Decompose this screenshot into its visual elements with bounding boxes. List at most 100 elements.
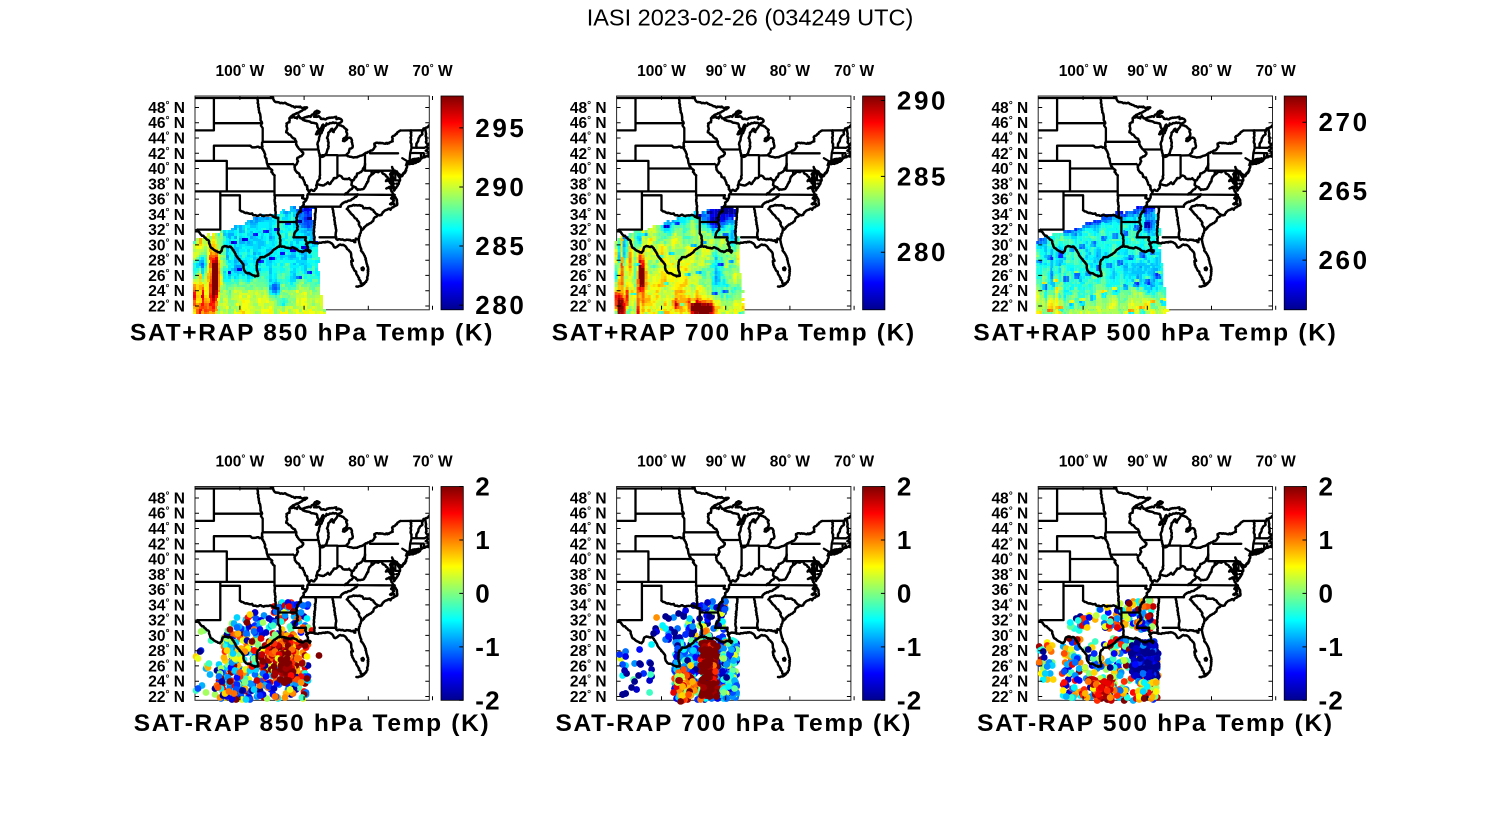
svg-text:90° W: 90° W <box>706 454 747 471</box>
svg-text:SAT-RAP 500 hPa Temp (K): SAT-RAP 500 hPa Temp (K) <box>977 710 1334 737</box>
svg-text:42° N: 42° N <box>991 146 1028 163</box>
svg-text:22° N: 22° N <box>991 689 1028 706</box>
svg-text:0: 0 <box>475 578 492 608</box>
svg-text:36° N: 36° N <box>148 192 185 209</box>
svg-text:38° N: 38° N <box>991 176 1028 193</box>
svg-text:80° W: 80° W <box>1191 63 1232 80</box>
svg-text:32° N: 32° N <box>991 613 1028 630</box>
svg-text:48° N: 48° N <box>991 100 1028 117</box>
svg-text:34° N: 34° N <box>991 207 1028 224</box>
svg-text:1: 1 <box>475 525 492 555</box>
svg-text:70° W: 70° W <box>834 454 875 471</box>
svg-text:24° N: 24° N <box>570 283 607 300</box>
svg-text:2: 2 <box>475 472 492 502</box>
svg-text:295: 295 <box>475 113 526 143</box>
svg-text:32° N: 32° N <box>148 613 185 630</box>
svg-text:40° N: 40° N <box>148 161 185 178</box>
svg-text:30° N: 30° N <box>570 628 607 645</box>
svg-text:290: 290 <box>475 172 526 202</box>
svg-text:30° N: 30° N <box>570 237 607 254</box>
svg-text:-2: -2 <box>475 685 501 715</box>
svg-text:100° W: 100° W <box>637 63 686 80</box>
svg-text:34° N: 34° N <box>148 207 185 224</box>
svg-text:90° W: 90° W <box>706 63 747 80</box>
svg-text:48° N: 48° N <box>991 491 1028 508</box>
svg-text:SAT-RAP 850 hPa Temp (K): SAT-RAP 850 hPa Temp (K) <box>134 710 491 737</box>
svg-text:42° N: 42° N <box>991 536 1028 553</box>
svg-text:70° W: 70° W <box>1256 454 1297 471</box>
svg-text:46° N: 46° N <box>148 506 185 523</box>
svg-text:90° W: 90° W <box>284 63 325 80</box>
svg-text:40° N: 40° N <box>570 552 607 569</box>
svg-text:SAT+RAP 500 hPa Temp (K): SAT+RAP 500 hPa Temp (K) <box>973 319 1337 346</box>
svg-text:-2: -2 <box>1319 685 1345 715</box>
svg-text:48° N: 48° N <box>570 491 607 508</box>
svg-text:26° N: 26° N <box>570 658 607 675</box>
svg-text:280: 280 <box>475 290 526 320</box>
svg-text:-1: -1 <box>475 632 501 662</box>
svg-text:36° N: 36° N <box>991 192 1028 209</box>
svg-text:0: 0 <box>1319 578 1336 608</box>
svg-text:-1: -1 <box>1319 632 1345 662</box>
svg-text:46° N: 46° N <box>991 506 1028 523</box>
svg-text:IASI 2023-02-26 (034249 UTC): IASI 2023-02-26 (034249 UTC) <box>587 5 914 31</box>
svg-text:24° N: 24° N <box>148 283 185 300</box>
svg-text:70° W: 70° W <box>1256 63 1297 80</box>
svg-text:26° N: 26° N <box>991 268 1028 285</box>
svg-text:28° N: 28° N <box>148 253 185 270</box>
svg-text:1: 1 <box>897 525 914 555</box>
svg-text:38° N: 38° N <box>570 567 607 584</box>
svg-text:28° N: 28° N <box>991 643 1028 660</box>
svg-text:32° N: 32° N <box>148 222 185 239</box>
svg-text:SAT+RAP 850 hPa Temp (K): SAT+RAP 850 hPa Temp (K) <box>130 319 494 346</box>
svg-text:38° N: 38° N <box>570 176 607 193</box>
svg-text:285: 285 <box>897 161 948 191</box>
svg-text:100° W: 100° W <box>215 63 264 80</box>
svg-text:44° N: 44° N <box>148 131 185 148</box>
svg-text:1: 1 <box>1319 525 1336 555</box>
svg-text:-1: -1 <box>897 632 923 662</box>
svg-text:42° N: 42° N <box>148 146 185 163</box>
svg-text:46° N: 46° N <box>148 115 185 132</box>
svg-text:70° W: 70° W <box>412 63 453 80</box>
svg-text:2: 2 <box>897 472 914 502</box>
svg-text:38° N: 38° N <box>148 567 185 584</box>
svg-text:22° N: 22° N <box>991 299 1028 316</box>
svg-text:285: 285 <box>475 231 526 261</box>
svg-text:46° N: 46° N <box>991 115 1028 132</box>
svg-text:34° N: 34° N <box>991 597 1028 614</box>
svg-text:44° N: 44° N <box>570 131 607 148</box>
svg-text:30° N: 30° N <box>991 628 1028 645</box>
svg-text:40° N: 40° N <box>991 552 1028 569</box>
svg-text:0: 0 <box>897 578 914 608</box>
svg-text:36° N: 36° N <box>991 582 1028 599</box>
svg-text:26° N: 26° N <box>148 268 185 285</box>
svg-text:28° N: 28° N <box>570 253 607 270</box>
svg-text:26° N: 26° N <box>991 658 1028 675</box>
svg-text:22° N: 22° N <box>148 299 185 316</box>
svg-text:100° W: 100° W <box>215 454 264 471</box>
svg-text:22° N: 22° N <box>148 689 185 706</box>
svg-text:80° W: 80° W <box>770 63 811 80</box>
svg-text:36° N: 36° N <box>570 582 607 599</box>
svg-text:SAT+RAP 700 hPa Temp (K): SAT+RAP 700 hPa Temp (K) <box>552 319 916 346</box>
svg-text:70° W: 70° W <box>412 454 453 471</box>
svg-text:100° W: 100° W <box>637 454 686 471</box>
svg-text:100° W: 100° W <box>1059 63 1108 80</box>
svg-text:44° N: 44° N <box>991 521 1028 538</box>
svg-text:46° N: 46° N <box>570 506 607 523</box>
svg-text:22° N: 22° N <box>570 689 607 706</box>
svg-text:30° N: 30° N <box>148 237 185 254</box>
svg-text:90° W: 90° W <box>284 454 325 471</box>
svg-text:48° N: 48° N <box>570 100 607 117</box>
svg-text:40° N: 40° N <box>148 552 185 569</box>
svg-text:70° W: 70° W <box>834 63 875 80</box>
svg-text:40° N: 40° N <box>570 161 607 178</box>
svg-text:90° W: 90° W <box>1127 63 1168 80</box>
svg-text:44° N: 44° N <box>570 521 607 538</box>
svg-text:24° N: 24° N <box>570 674 607 691</box>
svg-text:30° N: 30° N <box>148 628 185 645</box>
svg-text:2: 2 <box>1319 472 1336 502</box>
svg-text:SAT-RAP 700 hPa Temp (K): SAT-RAP 700 hPa Temp (K) <box>555 710 912 737</box>
svg-text:32° N: 32° N <box>991 222 1028 239</box>
